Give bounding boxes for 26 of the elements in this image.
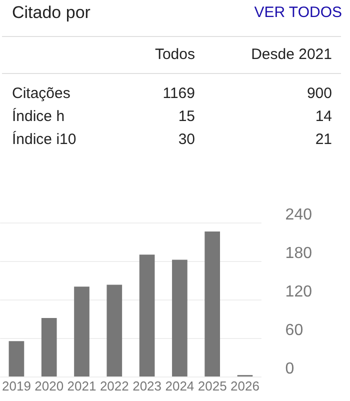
text: 15 xyxy=(178,107,195,127)
text: Todos xyxy=(154,45,195,65)
text: 14 xyxy=(315,107,332,127)
y-tick-label: 0 xyxy=(285,360,294,378)
text: Desde 2021 xyxy=(251,45,332,65)
text: VER TODOS xyxy=(254,3,342,23)
x-tick-label: 2019 xyxy=(2,378,31,394)
text: 30 xyxy=(178,130,195,150)
text: 900 xyxy=(306,84,332,104)
y-tick-label: 60 xyxy=(285,322,304,339)
y-tick-label: 180 xyxy=(285,245,312,262)
x-tick-label: 2021 xyxy=(67,378,96,394)
y-tick-label: 240 xyxy=(285,206,312,224)
x-tick-label: 2022 xyxy=(100,378,129,394)
text: 1169 xyxy=(162,84,195,104)
text: Índice h xyxy=(12,107,65,127)
text: 21 xyxy=(315,130,332,150)
x-tick-label: 2023 xyxy=(132,378,162,394)
text: Índice i10 xyxy=(12,130,76,150)
text: Citado por xyxy=(12,2,90,24)
x-tick-label: 2026 xyxy=(230,378,260,394)
x-tick-label: 2024 xyxy=(165,378,194,394)
x-tick-label: 2020 xyxy=(34,378,64,394)
y-tick-label: 120 xyxy=(285,284,312,301)
text: Citações xyxy=(12,84,70,104)
x-tick-label: 2025 xyxy=(198,378,227,394)
